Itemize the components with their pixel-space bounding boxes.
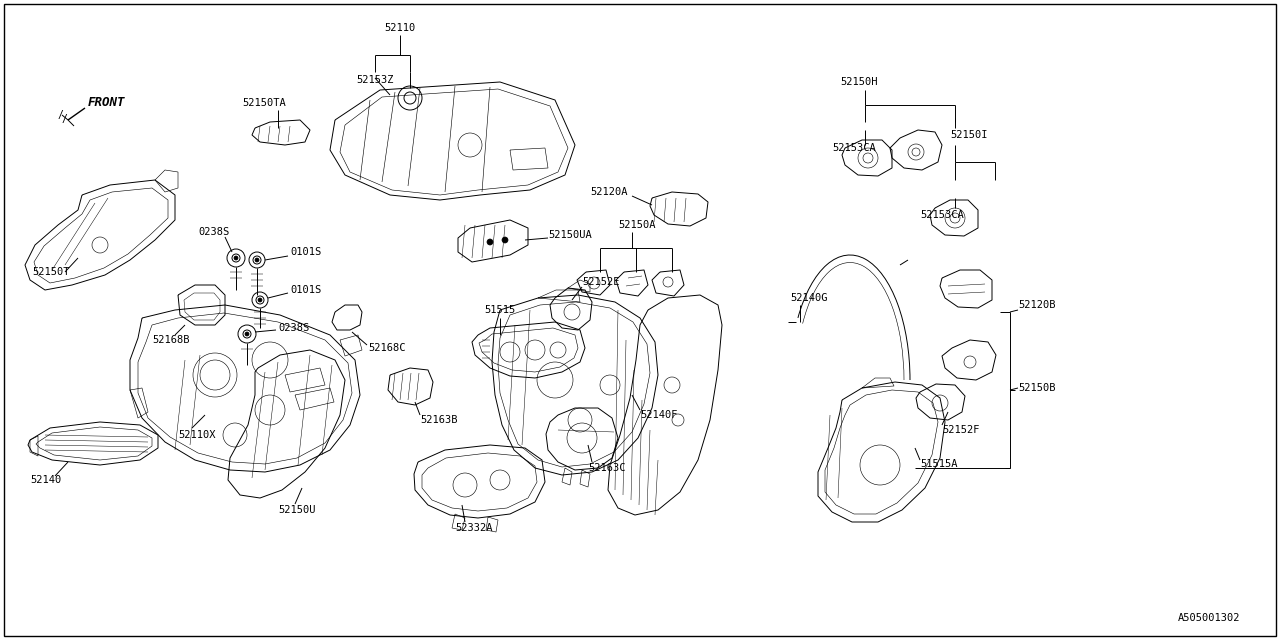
Circle shape [486,239,493,245]
Text: 51515: 51515 [484,305,516,315]
Text: 52153Z: 52153Z [356,75,394,85]
Text: 52150H: 52150H [840,77,878,87]
Text: 52150B: 52150B [1018,383,1056,393]
Text: 0238S: 0238S [198,227,229,237]
Text: 52150I: 52150I [950,130,987,140]
Text: 52150TA: 52150TA [242,98,285,108]
Text: 52110: 52110 [384,23,416,33]
Text: 52150UA: 52150UA [548,230,591,240]
Text: /: / [61,114,68,124]
Text: 52120A: 52120A [590,187,628,197]
Text: 52168B: 52168B [152,335,189,345]
Text: 51515A: 51515A [920,459,957,469]
Circle shape [255,258,259,262]
Text: 52152F: 52152F [942,425,979,435]
Text: 52140G: 52140G [790,293,827,303]
Text: 52110X: 52110X [178,430,215,440]
Circle shape [502,237,508,243]
Text: 52163C: 52163C [588,463,626,473]
Text: 0101S: 0101S [291,247,321,257]
Circle shape [259,298,262,302]
Text: 52140: 52140 [29,475,61,485]
Text: 52150A: 52150A [618,220,655,230]
Text: 52152E: 52152E [582,277,620,287]
Text: 0238S: 0238S [278,323,310,333]
Text: 52153CA: 52153CA [920,210,964,220]
Text: 52153CA: 52153CA [832,143,876,153]
Text: A505001302: A505001302 [1178,613,1240,623]
Text: 52332A: 52332A [454,523,493,533]
Text: FRONT: FRONT [88,97,125,109]
Circle shape [234,256,238,260]
Text: 52120B: 52120B [1018,300,1056,310]
Circle shape [244,332,250,336]
Text: 0101S: 0101S [291,285,321,295]
Text: 52150U: 52150U [278,505,315,515]
Text: 52168C: 52168C [369,343,406,353]
Text: 52140F: 52140F [640,410,677,420]
Text: 52150T: 52150T [32,267,69,277]
Text: 52163B: 52163B [420,415,457,425]
Text: /: / [58,110,64,120]
